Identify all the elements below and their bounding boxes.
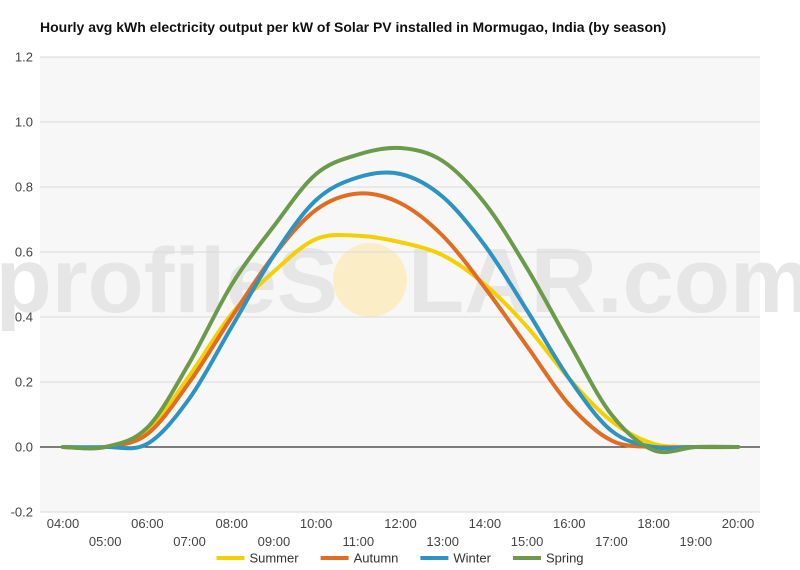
legend-label-winter: Winter bbox=[453, 551, 491, 566]
x-tick-label: 17:00 bbox=[595, 534, 628, 549]
x-tick-label: 10:00 bbox=[300, 516, 333, 531]
x-tick-label: 18:00 bbox=[637, 516, 670, 531]
x-tick-label: 09:00 bbox=[258, 534, 291, 549]
x-tick-label: 05:00 bbox=[89, 534, 122, 549]
legend-label-autumn: Autumn bbox=[354, 551, 399, 566]
chart-title: Hourly avg kWh electricity output per kW… bbox=[40, 19, 667, 35]
x-tick-label: 04:00 bbox=[47, 516, 80, 531]
x-tick-label: 20:00 bbox=[722, 516, 755, 531]
legend-label-summer: Summer bbox=[249, 551, 299, 566]
y-tick-label: 0.4 bbox=[15, 310, 33, 325]
x-tick-label: 12:00 bbox=[384, 516, 417, 531]
x-tick-label: 07:00 bbox=[173, 534, 206, 549]
series-line-spring bbox=[61, 145, 740, 455]
legend-label-spring: Spring bbox=[546, 551, 584, 566]
watermark-sun bbox=[333, 243, 407, 317]
y-tick-label: 0.6 bbox=[15, 245, 33, 260]
y-tick-label: -0.2 bbox=[11, 505, 33, 520]
y-tick-label: 0.0 bbox=[15, 440, 33, 455]
y-tick-label: 0.8 bbox=[15, 180, 33, 195]
y-tick-label: 0.2 bbox=[15, 375, 33, 390]
y-tick-label: 1.2 bbox=[15, 50, 33, 65]
x-tick-label: 06:00 bbox=[131, 516, 164, 531]
x-tick-label: 14:00 bbox=[469, 516, 502, 531]
watermark-text-right: LAR.com bbox=[408, 230, 800, 332]
series-line-autumn bbox=[61, 191, 740, 450]
x-tick-label: 08:00 bbox=[215, 516, 248, 531]
x-tick-label: 13:00 bbox=[426, 534, 459, 549]
series-line-winter bbox=[61, 170, 740, 451]
x-tick-label: 19:00 bbox=[680, 534, 713, 549]
x-tick-label: 16:00 bbox=[553, 516, 586, 531]
x-tick-label: 11:00 bbox=[343, 534, 375, 549]
x-tick-label: 15:00 bbox=[511, 534, 544, 549]
y-tick-label: 1.0 bbox=[15, 115, 33, 130]
